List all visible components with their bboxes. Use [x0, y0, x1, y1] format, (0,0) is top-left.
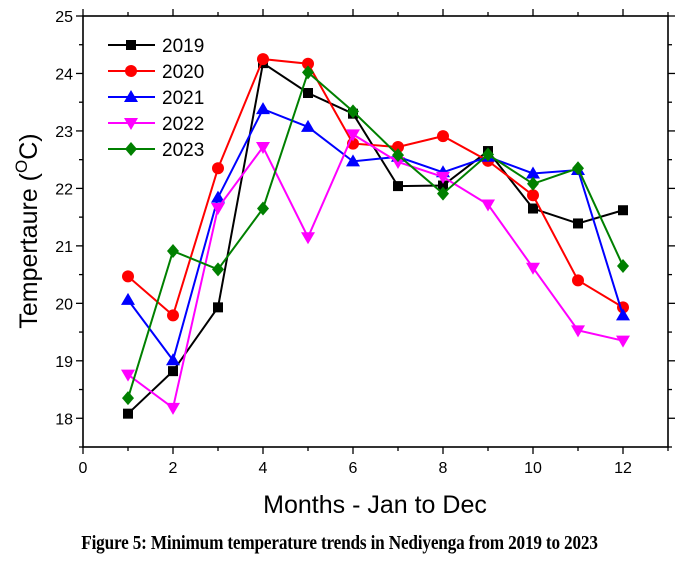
series-layer — [121, 53, 630, 419]
x-axis-label: Months - Jan to Dec — [263, 491, 487, 519]
x-tick-label: 10 — [524, 460, 542, 477]
series-2020 — [122, 53, 629, 322]
data-point-2022 — [166, 402, 180, 415]
series-2022 — [121, 129, 630, 415]
data-point-2022 — [571, 325, 585, 338]
x-tick-label: 6 — [349, 460, 358, 477]
y-axis-label: Tempertaure (OC) — [12, 133, 43, 328]
data-point-2019 — [528, 203, 538, 214]
y-tick-label: 21 — [55, 239, 73, 256]
data-point-2023 — [122, 391, 134, 406]
series-line-2021 — [127, 107, 624, 363]
legend-label: 2022 — [162, 114, 204, 135]
series-2019 — [123, 58, 628, 419]
data-point-2020 — [257, 53, 269, 66]
legend-marker — [126, 40, 136, 50]
y-axis-label-main: Tempertaure ( — [15, 172, 43, 328]
legend-item-2021: 2021 — [108, 88, 204, 109]
data-point-2022 — [346, 129, 360, 142]
series-line-2023 — [127, 70, 624, 399]
data-point-2019 — [393, 181, 403, 192]
data-point-2019 — [213, 302, 223, 313]
y-axis-label-superscript: O — [12, 160, 31, 173]
data-point-2023 — [392, 148, 404, 163]
legend-label: 2023 — [162, 140, 204, 161]
data-point-2021 — [526, 166, 540, 179]
y-tick-label: 23 — [55, 124, 73, 141]
data-point-2021 — [211, 190, 225, 203]
data-point-2022 — [481, 199, 495, 212]
x-tick-label: 4 — [259, 460, 268, 477]
data-point-2023 — [347, 104, 359, 119]
legend-item-2023: 2023 — [108, 140, 204, 161]
data-point-2023 — [482, 147, 494, 162]
plot-frame — [82, 15, 669, 448]
data-point-2022 — [211, 202, 225, 215]
legend-item-2020: 2020 — [108, 62, 204, 83]
data-point-2019 — [168, 366, 178, 377]
legend-item-2022: 2022 — [108, 114, 204, 135]
data-point-2023 — [617, 258, 629, 273]
legend-marker — [125, 65, 137, 77]
data-point-2020 — [167, 309, 179, 322]
legend-marker — [125, 142, 137, 156]
data-point-2023 — [437, 186, 449, 201]
data-point-2020 — [122, 270, 134, 283]
series-2023 — [122, 65, 629, 406]
data-point-2023 — [167, 244, 179, 259]
data-point-2020 — [392, 141, 404, 154]
series-line-2022 — [127, 132, 624, 410]
legend-item-2019: 2019 — [108, 36, 204, 57]
y-tick-label: 18 — [55, 411, 73, 428]
legend-label: 2020 — [162, 62, 204, 83]
data-point-2020 — [527, 189, 539, 202]
data-point-2021 — [256, 102, 270, 115]
figure-caption: Figure 5: Minimum temperature trends in … — [81, 532, 598, 554]
series-line-2020 — [127, 58, 624, 318]
data-point-2020 — [212, 162, 224, 175]
data-point-2020 — [572, 274, 584, 287]
data-point-2023 — [527, 176, 539, 191]
y-tick-label: 25 — [55, 9, 73, 26]
data-point-2019 — [618, 205, 628, 216]
data-point-2021 — [616, 308, 630, 321]
data-point-2022 — [121, 369, 135, 382]
data-point-2023 — [302, 65, 314, 80]
x-tick-label: 8 — [439, 460, 448, 477]
y-tick-label: 20 — [55, 296, 73, 313]
y-tick-label: 24 — [55, 66, 73, 83]
data-point-2022 — [436, 171, 450, 184]
y-tick-label: 19 — [55, 354, 73, 371]
x-tick-label: 12 — [614, 460, 632, 477]
data-point-2020 — [302, 57, 314, 70]
data-point-2022 — [526, 262, 540, 275]
data-point-2022 — [301, 232, 315, 245]
data-point-2019 — [303, 88, 313, 99]
data-point-2022 — [616, 335, 630, 348]
data-point-2023 — [257, 201, 269, 216]
legend: 2019 2020 2021 2022 2023 — [108, 36, 204, 161]
data-point-2022 — [391, 156, 405, 169]
data-point-2021 — [166, 353, 180, 366]
data-point-2019 — [438, 180, 448, 191]
data-point-2019 — [573, 218, 583, 229]
data-point-2023 — [212, 262, 224, 277]
x-tick-label: 2 — [169, 460, 178, 477]
x-tick-label: 0 — [79, 460, 88, 477]
data-point-2019 — [123, 408, 133, 419]
y-axis-label-tail: C) — [15, 133, 43, 159]
legend-marker — [124, 90, 138, 102]
legend-marker — [124, 118, 138, 130]
data-point-2020 — [437, 130, 449, 143]
data-point-2021 — [121, 292, 135, 305]
data-point-2022 — [256, 142, 270, 155]
legend-label: 2019 — [162, 36, 204, 57]
legend-label: 2021 — [162, 88, 204, 109]
data-point-2023 — [572, 161, 584, 176]
data-point-2021 — [301, 119, 315, 132]
y-tick-label: 22 — [55, 181, 73, 198]
data-point-2021 — [346, 154, 360, 167]
